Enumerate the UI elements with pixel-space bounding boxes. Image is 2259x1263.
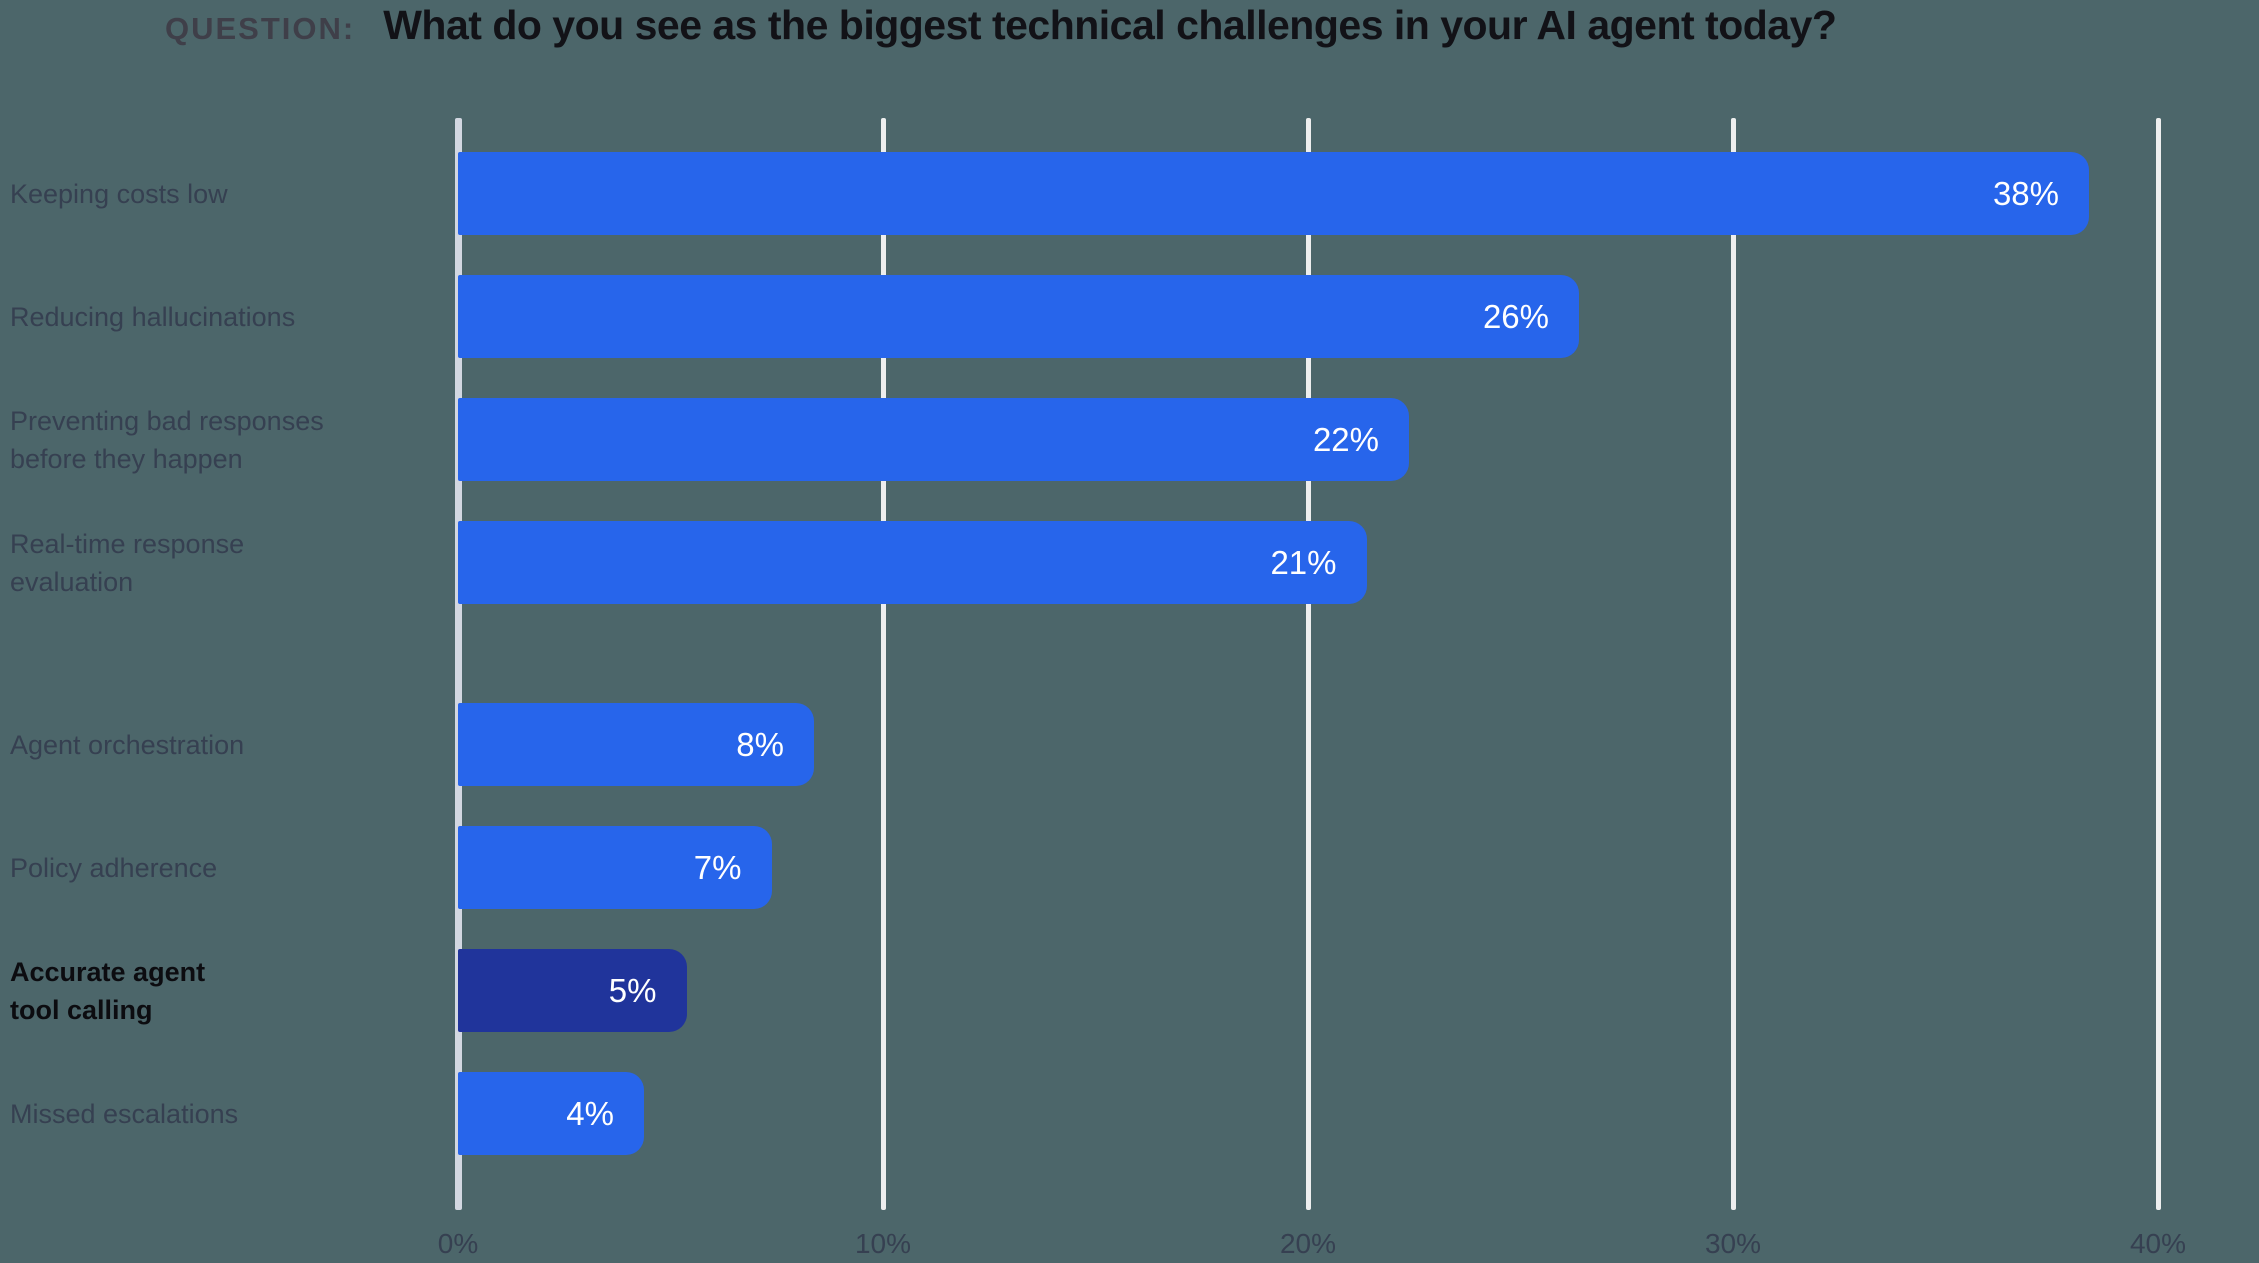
bar: 7% [458,826,772,909]
x-axis-tick-label: 10% [854,1228,912,1259]
question-prefix-label: QUESTION: [165,11,356,46]
bar: 22% [458,398,1409,481]
bar-value-label: 8% [736,725,784,763]
gridline [880,118,886,1210]
x-axis-tick-label: 20% [1279,1228,1337,1259]
bar: 26% [458,275,1579,358]
x-axis-tick-label: 30% [1704,1228,1762,1259]
chart-header: QUESTION: What do you see as the biggest… [165,2,1837,60]
category-label: Real-time response evaluation [10,528,245,597]
bar-value-label: 22% [1312,420,1379,458]
y-axis-line [454,118,462,1210]
bar: 38% [458,152,2089,235]
gridline [1730,118,1736,1210]
category-label: Policy adherence [10,852,218,883]
bar-value-label: 4% [566,1094,614,1132]
bar-value-label: 26% [1482,297,1549,335]
bar: 5% [458,949,687,1032]
category-label: Preventing bad responses before they hap… [10,405,324,474]
category-label: Agent orchestration [10,729,245,760]
gridline [1305,118,1311,1210]
x-axis-tick-label: 0% [437,1228,479,1259]
bar: 4% [458,1072,644,1155]
category-label: Reducing hallucinations [10,301,296,332]
bar: 21% [458,521,1367,604]
bar: 8% [458,703,814,786]
category-label: Accurate agent tool calling [10,956,206,1025]
page-title: What do you see as the biggest technical… [383,2,1837,48]
x-axis-tick-label: 40% [2129,1228,2187,1259]
gridline [2155,118,2161,1210]
bar-value-label: 5% [608,971,657,1009]
bar-value-label: 38% [1992,174,2059,212]
bar-value-label: 21% [1270,543,1337,581]
category-label: Missed escalations [10,1098,239,1129]
category-label: Keeping costs low [10,178,228,209]
bar-value-label: 7% [693,848,742,886]
